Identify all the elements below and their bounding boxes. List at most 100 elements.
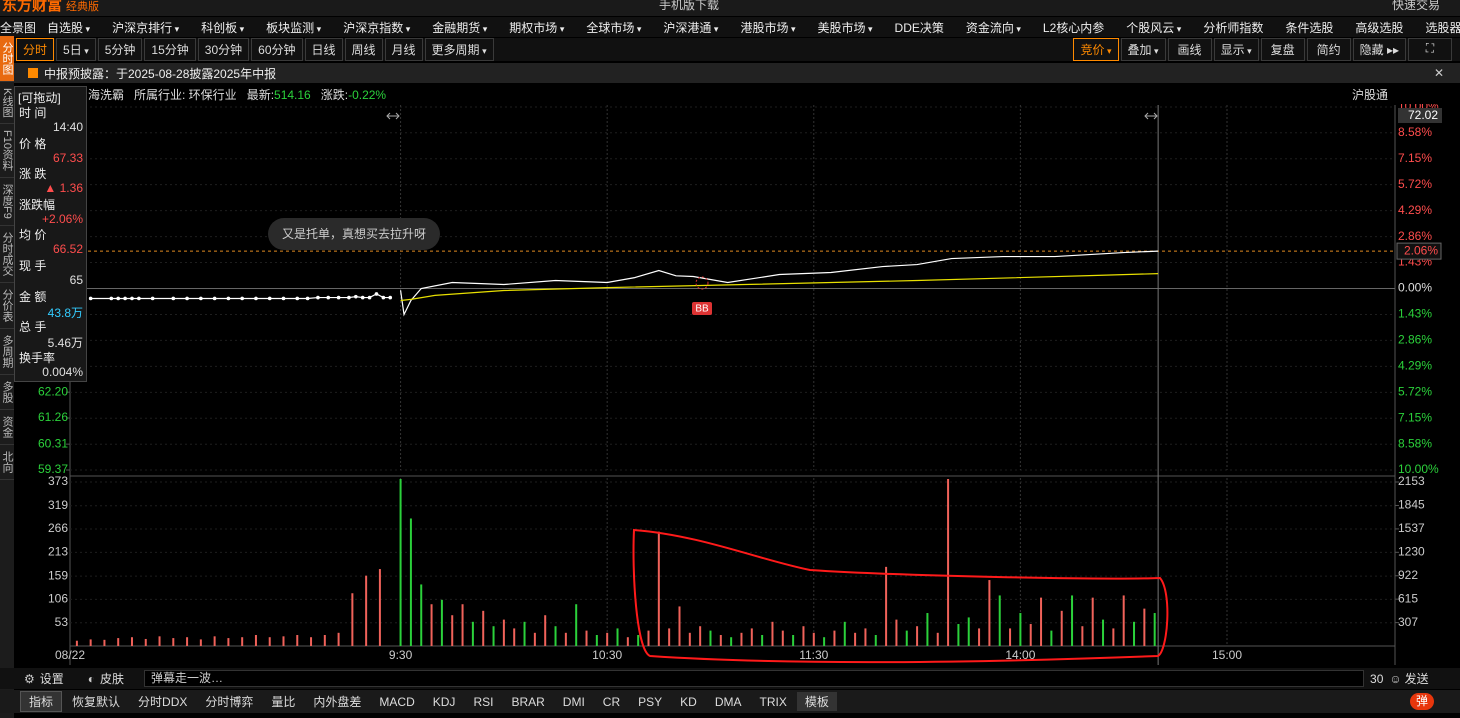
tooltip-value: 67.33 [52,150,83,165]
menu-item[interactable]: 选股器 [1425,20,1460,35]
x-tick-label: 14:00 [1005,648,1035,662]
send-button[interactable]: 发送 [1404,672,1429,686]
period-tab[interactable]: 5分钟 [97,38,143,61]
top-strip: 东方财富 经典版 手机版下载 快速交易 [0,0,1460,16]
menu-item[interactable]: 港股市场 [729,19,806,36]
indicator-tab[interactable]: PSY [638,694,663,709]
menu-item[interactable]: 自选股 [36,19,101,36]
danmu-input[interactable]: 弹幕走一波… [144,670,1365,687]
volume-bar [544,615,547,646]
top-link[interactable]: 手机版下载 [659,0,720,12]
menu-item[interactable]: 个股风云 [1115,19,1192,36]
menu-item[interactable]: 高级选股 [1355,20,1404,35]
settings-icon[interactable]: ⚙ [24,671,35,686]
tooltip-handle[interactable]: [可拖动] [18,91,61,105]
tool-button[interactable]: 简约 [1306,38,1351,61]
menu-item[interactable]: 美股市场 [806,19,883,36]
indicator-tab[interactable]: 恢复默认 [72,695,121,709]
marker-badge[interactable] [692,302,712,315]
period-tab[interactable]: 周线 [344,38,383,61]
notice-text[interactable]: 中报预披露：于2025-08-28披露2025年中报 [44,66,277,81]
menu-item[interactable]: DDE决策 [894,20,944,35]
side-tab[interactable]: K线图 [0,82,14,125]
period-tab[interactable]: 5日 [56,38,96,61]
indicator-tab[interactable]: 模板 [796,692,837,711]
menu-item[interactable]: 沪深京排行 [101,19,190,36]
period-tab[interactable]: 60分钟 [251,38,303,61]
tool-button[interactable]: 画线 [1167,38,1212,61]
top-link[interactable]: 快速交易 [1391,0,1440,12]
tool-button[interactable]: 显示 [1213,38,1259,61]
tool-button[interactable]: 隐藏 ▸▸ [1352,38,1406,61]
tooltip-label: 总 手 [19,320,47,335]
volume-bar [998,595,1001,646]
period-tab[interactable]: 30分钟 [197,38,250,61]
skin[interactable]: 皮肤 [100,672,125,686]
indicator-tab[interactable]: 量比 [271,695,296,709]
menu-item[interactable]: 全球市场 [575,19,652,36]
indicator-tab[interactable]: 指标 [20,691,63,712]
indicator-tab[interactable]: DMA [714,694,742,709]
side-tab[interactable]: 分时图 [0,36,14,82]
settings[interactable]: 设置 [39,672,64,686]
danmu-toggle[interactable]: 弹 [1410,693,1434,710]
menu-item[interactable]: 板块监测 [255,19,332,36]
menu-item[interactable]: 条件选股 [1285,20,1334,35]
period-tab[interactable]: 分时 [16,38,55,61]
indicator-tab[interactable]: RSI [473,694,494,709]
menu-item[interactable]: 科创板 [190,19,255,36]
menu-item[interactable]: 分析师指数 [1203,20,1264,35]
side-tab[interactable]: 北向 [0,445,14,481]
menu-item[interactable]: 沪深港通 [652,19,729,36]
menu-item[interactable]: 资金流向 [955,19,1032,36]
tooltip-panel[interactable]: [可拖动] 时 间 14:40 价 格 67.33 涨 跌 ▲ 1.36 涨跌幅 +2.06% 均… [14,86,87,382]
menu-item[interactable]: 期权市场 [498,19,575,36]
indicator-tab[interactable]: MACD [379,694,415,709]
menu-item[interactable]: 金融期货 [421,19,498,36]
volume-bar [637,635,640,646]
indicator-tab[interactable]: 分时博弈 [205,695,254,709]
notice-close[interactable]: ✕ [1433,66,1444,80]
skin-icon[interactable]: ◐ [87,671,96,686]
volume-bar [792,635,795,646]
side-tab[interactable]: 资金 [0,410,14,446]
tooltip-label: 价 格 [19,136,47,151]
period-tab[interactable]: 更多周期 [424,38,494,61]
indicator-tab[interactable]: CR [602,694,621,709]
side-tab[interactable]: 分价表 [0,283,14,330]
y-tick-label: 2.86% [1398,333,1432,347]
indicator-tab[interactable]: 内外盘差 [313,695,362,709]
indicator-tab[interactable]: KDJ [432,694,456,709]
tool-button[interactable]: 叠加 [1120,38,1166,61]
menu-item[interactable]: L2核心内参 [1042,20,1105,35]
tool-button[interactable]: 复盘 [1260,38,1305,61]
y-tick-label: 213 [48,545,68,559]
side-tab[interactable]: 深度F9 [0,178,14,227]
y2-tick-label: 615 [1398,591,1418,605]
cursor-top-label: 72.02 [1408,108,1438,122]
menu-item[interactable]: 全景图 [0,20,37,35]
volume-bar [1050,630,1053,646]
y-tick-label: 5.72% [1398,177,1432,191]
emoji-icon[interactable]: ☺ [1389,671,1402,686]
period-tab[interactable]: 15分钟 [144,38,196,61]
period-tab[interactable]: 日线 [304,38,343,61]
indicator-tab[interactable]: BRAR [511,694,545,709]
volume-bar [740,632,743,646]
indicator-tab[interactable]: 分时DDX [138,695,188,709]
menu-item[interactable]: 沪深京指数 [332,19,421,36]
side-tab[interactable]: 分时成交 [0,226,14,284]
side-tab[interactable]: 多周期 [0,329,14,376]
indicator-tab[interactable]: DMI [562,694,585,709]
tool-button[interactable]: ⛶ [1408,38,1452,61]
volume-bar [365,575,368,646]
volume-bar [957,624,960,646]
tool-button[interactable]: 竞价 [1073,38,1119,61]
volume-bar [1081,626,1084,646]
marker-label[interactable]: BB [695,304,709,315]
indicator-tab[interactable]: KD [680,694,697,709]
side-tab[interactable]: 多股 [0,375,14,411]
side-tab[interactable]: F10资料 [0,124,14,179]
period-tab[interactable]: 月线 [384,38,423,61]
indicator-tab[interactable]: TRIX [759,694,787,709]
